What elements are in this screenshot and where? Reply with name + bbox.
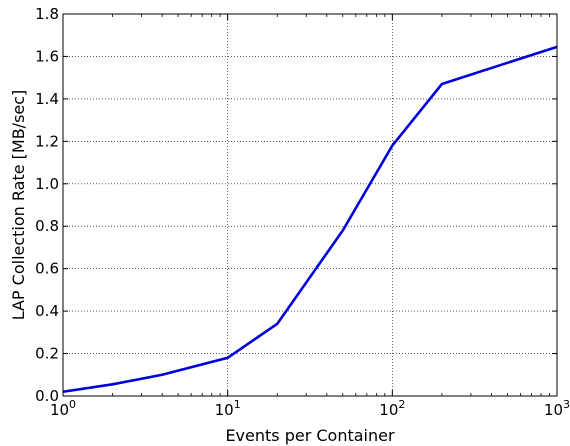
y-tick-label: 1.4 (35, 90, 59, 108)
x-tick-label-base: 10 (50, 401, 69, 419)
y-tick-label: 0.8 (35, 217, 59, 235)
x-tick-label-base: 10 (544, 401, 563, 419)
grid-lines (63, 14, 557, 396)
x-tick-label-exponent: 0 (69, 398, 76, 411)
series-line (62, 45, 558, 394)
y-tick-label: 1.6 (35, 47, 59, 65)
y-tick-label: 1.0 (35, 175, 59, 193)
y-tick-label: 0.6 (35, 260, 59, 278)
y-tick-label: 0.0 (35, 387, 59, 405)
x-tick-label-base: 10 (215, 401, 234, 419)
x-tick-label-base: 10 (379, 401, 398, 419)
x-tick-label-exponent: 1 (234, 398, 241, 411)
y-axis-title: LAP Collection Rate [MB/sec] (9, 90, 28, 321)
plot-frame (62, 13, 558, 397)
x-axis-title: Events per Container (225, 426, 395, 445)
y-tick-label: 0.2 (35, 345, 59, 363)
x-tick-label-exponent: 2 (398, 398, 405, 411)
x-tick-label: 100 (50, 398, 76, 419)
series-layer (62, 45, 558, 394)
y-tick-label: 1.2 (35, 132, 59, 150)
x-tick-label: 103 (544, 398, 570, 419)
x-tick-label: 102 (379, 398, 405, 419)
x-tick-label-exponent: 3 (563, 398, 570, 411)
plot-area (63, 14, 557, 396)
y-tick-label: 1.8 (35, 5, 59, 23)
x-tick-label: 101 (215, 398, 241, 419)
y-tick-label: 0.4 (35, 302, 59, 320)
